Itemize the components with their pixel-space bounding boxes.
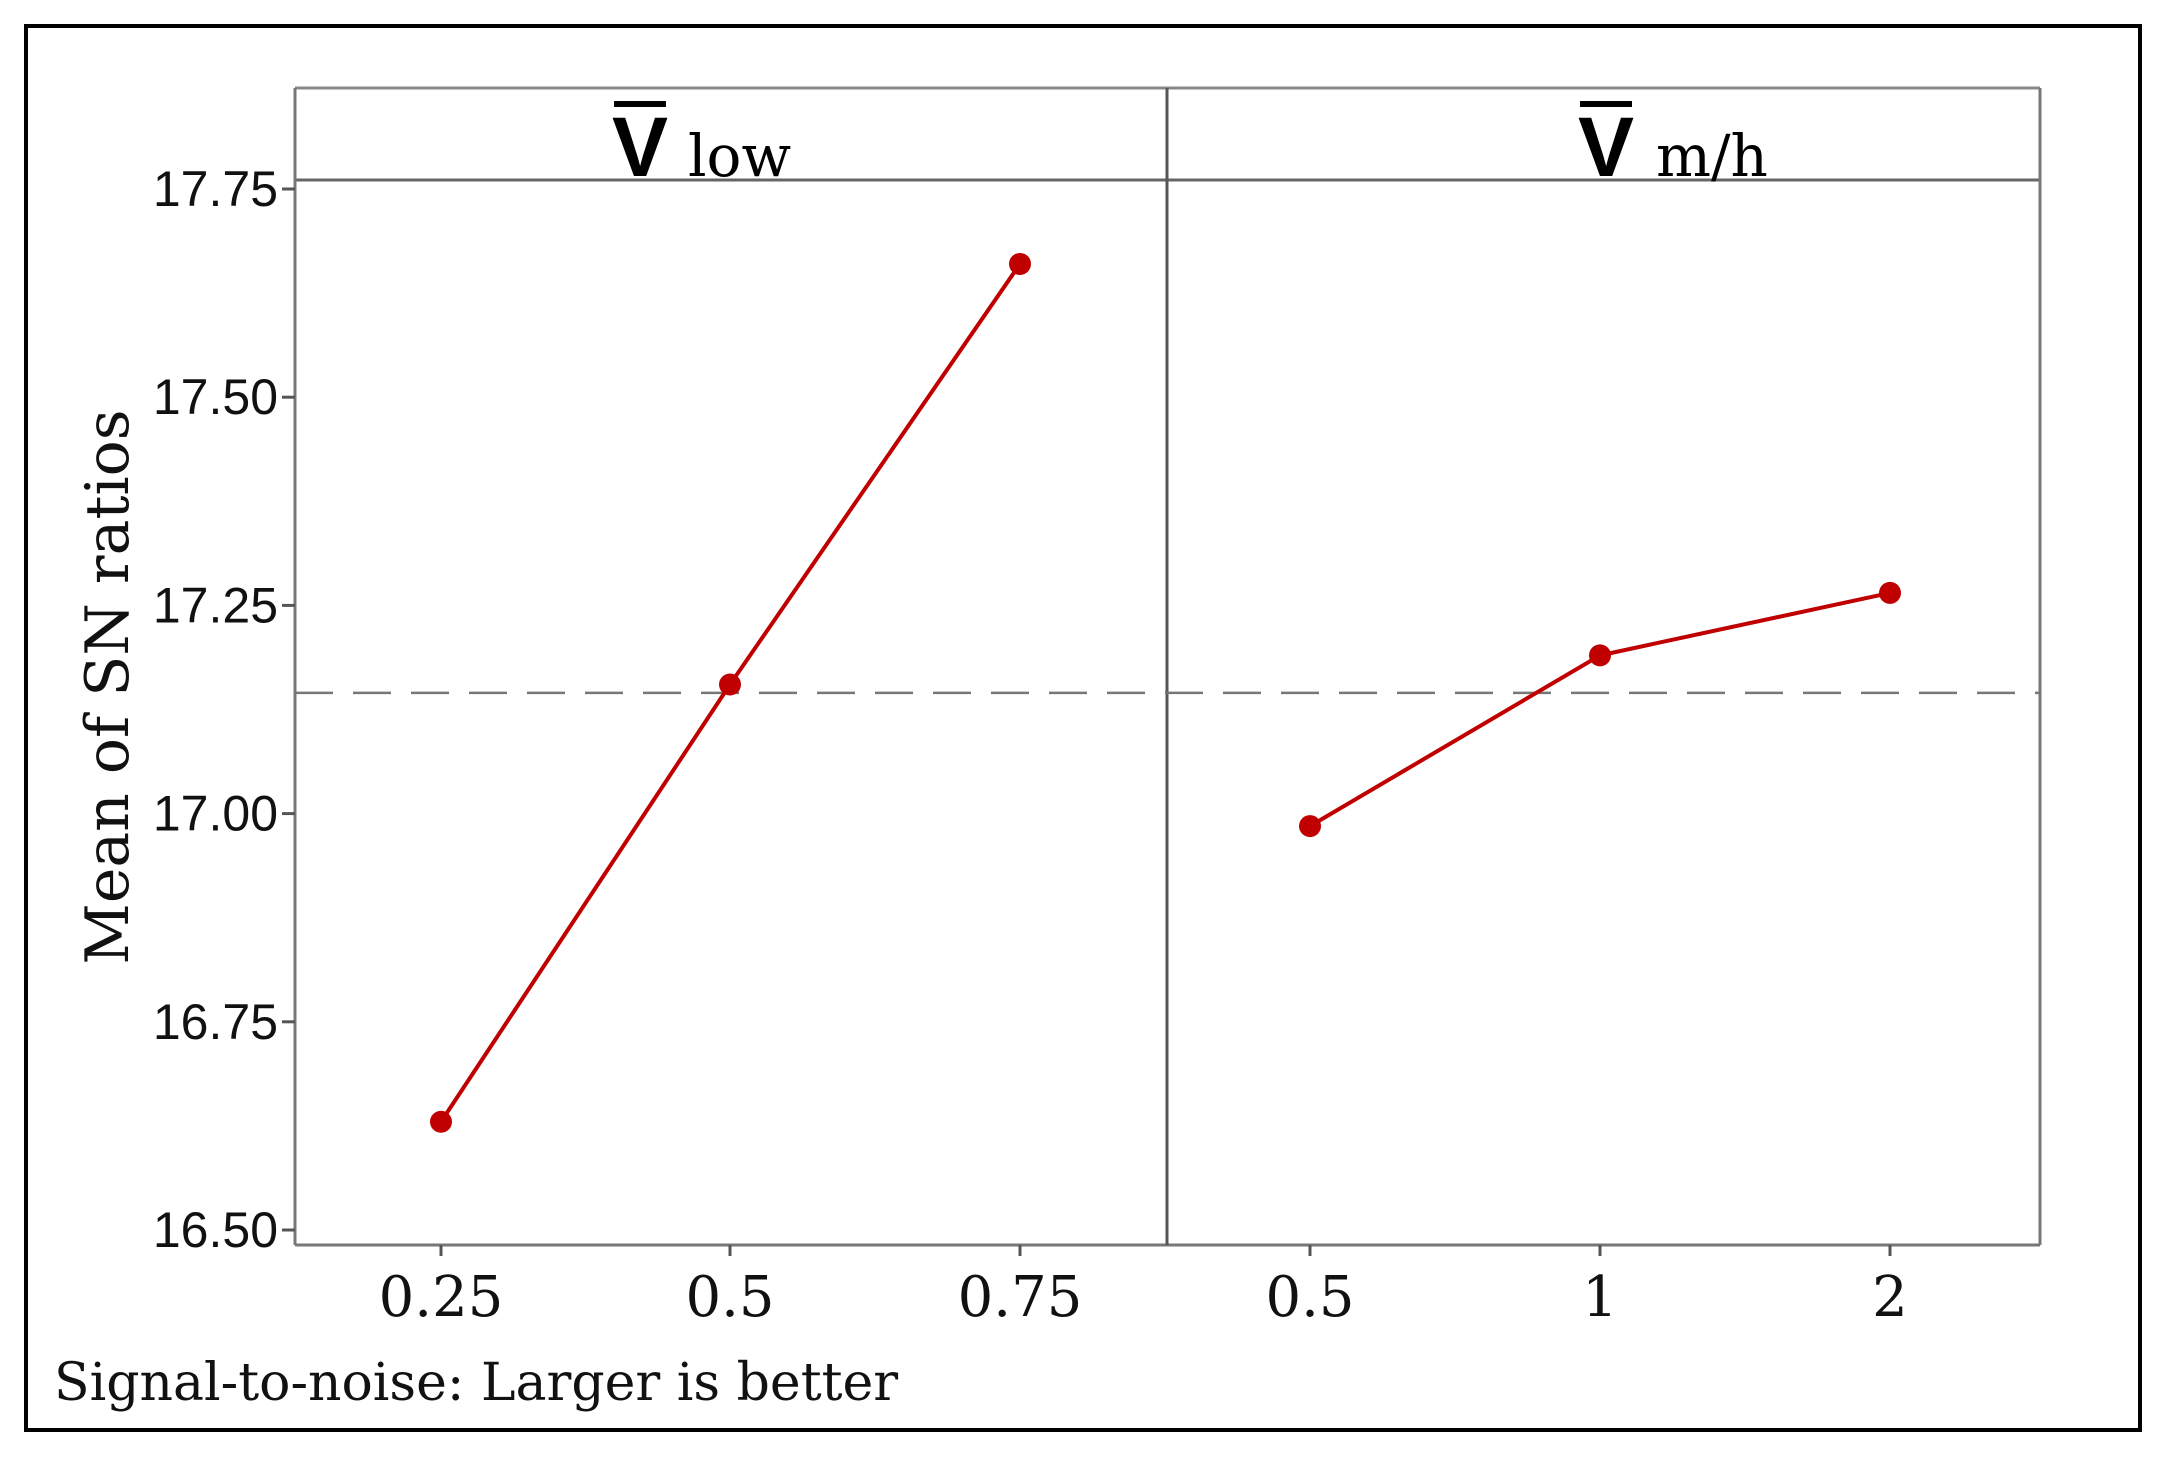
x-tick-label: 2 [1872,1265,1908,1330]
x-tick-label: 0.5 [685,1265,774,1330]
y-axis-title: Mean of SN ratios [73,409,143,964]
y-tick-label: 16.75 [153,994,278,1050]
x-tick-label: 0.5 [1265,1265,1354,1330]
y-tick-label: 17.50 [153,369,278,425]
panel-header-2: V m/h [1578,100,1768,194]
footnote: Signal-to-noise: Larger is better [54,1353,898,1413]
series-line-panel-2 [1308,590,1891,828]
y-tick-label: 16.50 [153,1202,278,1258]
x-tick-label: 0.25 [379,1265,504,1330]
panel-2-symbol: V [1578,100,1634,194]
y-tick-label: 17.00 [153,786,278,842]
data-point [1009,252,1031,275]
panel-header-1: V low [612,100,791,194]
data-point [719,673,741,696]
panel-2-subscript: m/h [1656,122,1768,190]
data-point [430,1110,452,1133]
figure-border [24,24,2142,1432]
panel-1-symbol: V [612,100,668,194]
y-tick-label: 17.25 [153,577,278,633]
data-point [1879,581,1901,604]
x-tick-label: 1 [1582,1265,1618,1330]
data-point [1589,644,1611,667]
y-axis: 16.50 16.75 17.00 17.25 17.50 17.75 [153,161,295,1258]
plot-frame [293,86,2042,1247]
series-layer [430,252,1901,1133]
data-point [1299,815,1321,838]
x-axis: 0.25 0.5 0.75 0.5 1 2 [379,1245,1908,1330]
y-tick-label: 17.75 [153,161,278,217]
x-tick-label: 0.75 [958,1265,1083,1330]
panel-1-subscript: low [688,122,791,190]
